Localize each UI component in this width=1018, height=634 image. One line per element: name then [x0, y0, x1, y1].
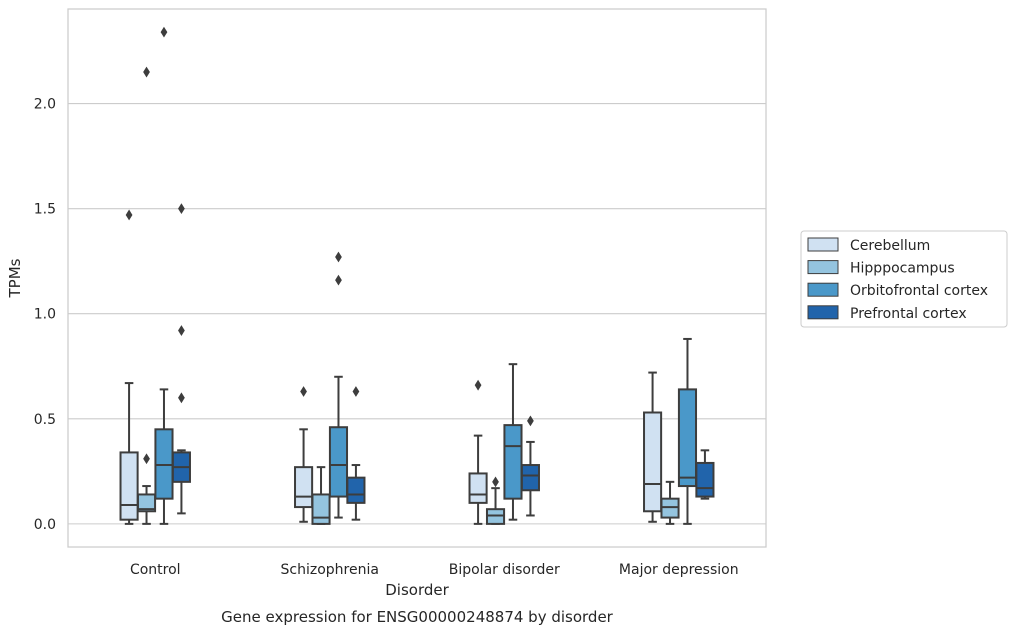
legend-label: Hipppocampus	[850, 261, 955, 277]
outlier-point	[527, 415, 534, 427]
chart-caption: Gene expression for ENSG00000248874 by d…	[221, 608, 614, 626]
box	[643, 411, 663, 513]
box-group	[503, 363, 523, 521]
outlier-point	[492, 476, 499, 488]
box-group	[677, 337, 698, 525]
outlier-point	[160, 26, 168, 38]
y-tick-label: 2.0	[34, 97, 56, 113]
x-axis-ticks: Control Schizophrenia Bipolar disorder Majo…	[130, 562, 739, 578]
legend-swatch	[807, 305, 839, 320]
outlier-point	[352, 386, 360, 397]
box-group	[136, 66, 157, 525]
box	[695, 461, 715, 498]
box-group	[468, 379, 488, 525]
plot-frame	[67, 8, 767, 548]
legend-swatch	[807, 282, 839, 297]
legend: Cerebellum Hipppocampus Orbitofrontal cort…	[800, 230, 1008, 328]
boxes	[119, 26, 715, 525]
box-group	[171, 203, 191, 515]
y-tick-label: 1.0	[34, 307, 56, 323]
box-group	[346, 386, 366, 521]
box-group	[328, 251, 349, 519]
x-axis-title: Disorder	[385, 581, 449, 599]
legend-frame	[800, 230, 1008, 328]
outlier-point	[178, 392, 185, 404]
x-tick-label: Control	[130, 562, 181, 578]
box	[520, 464, 540, 492]
legend-swatch	[807, 237, 839, 252]
box-group	[485, 476, 506, 525]
outlier-point	[125, 209, 133, 221]
outlier-point	[143, 453, 150, 465]
box-group	[311, 466, 331, 525]
outlier-point	[178, 203, 185, 215]
box-group	[660, 480, 680, 525]
legend-label: Cerebellum	[850, 238, 930, 254]
x-tick-label: Schizophrenia	[281, 562, 379, 578]
outlier-point	[143, 66, 150, 78]
box	[154, 428, 174, 500]
y-axis-ticks: 0.0 0.5 1.0 1.5 2.0	[34, 97, 56, 533]
outlier-point	[474, 379, 482, 391]
box-group	[154, 26, 174, 525]
box	[346, 476, 366, 504]
legend-label: Prefrontal cortex	[850, 306, 967, 322]
y-axis-title: TPMs	[6, 258, 24, 298]
box	[677, 388, 698, 488]
y-tick-label: 0.5	[34, 412, 56, 428]
y-tick-label: 0.0	[34, 517, 56, 533]
legend-label: Orbitofrontal cortex	[850, 283, 988, 299]
y-tick-label: 1.5	[34, 202, 56, 218]
box	[660, 497, 680, 519]
box	[119, 451, 139, 521]
box	[468, 472, 488, 504]
outlier-point	[335, 251, 342, 263]
legend-swatch	[807, 260, 839, 275]
box	[136, 493, 157, 513]
x-tick-label: Major depression	[619, 562, 739, 578]
box-group	[119, 209, 139, 525]
box-group	[643, 371, 663, 523]
box	[294, 466, 314, 509]
box	[485, 508, 506, 525]
box	[311, 493, 331, 525]
x-tick-label: Bipolar disorder	[449, 562, 560, 578]
outlier-point	[335, 274, 342, 286]
box	[328, 426, 349, 498]
box-group	[294, 386, 314, 523]
outlier-point	[300, 386, 307, 397]
outlier-point	[178, 325, 185, 336]
box	[503, 424, 523, 500]
box-group	[695, 449, 715, 500]
box-group	[520, 415, 540, 517]
